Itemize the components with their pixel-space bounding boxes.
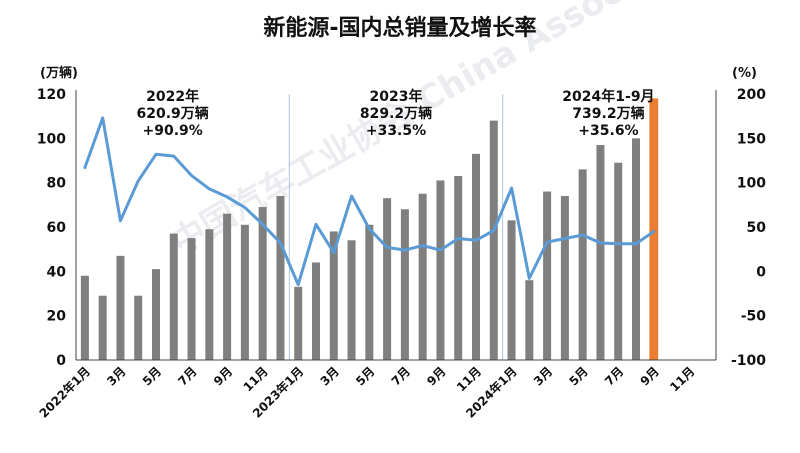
- bar: [400, 209, 409, 360]
- bar: [472, 153, 480, 360]
- y-right-tick-label: 150: [737, 131, 766, 147]
- bar: [543, 191, 552, 360]
- x-tick-label: 11月: [667, 364, 697, 394]
- x-tick-label: 5月: [566, 364, 590, 388]
- bar: [205, 229, 214, 360]
- bar: [169, 233, 178, 360]
- bar: [596, 144, 605, 360]
- x-tick-label: 5月: [353, 364, 377, 388]
- x-tick-label: 7月: [175, 364, 199, 388]
- bar: [187, 238, 196, 360]
- x-tick-label: 7月: [389, 364, 413, 388]
- y-right-tick-label: 50: [747, 220, 767, 236]
- bar: [649, 98, 659, 360]
- y-right-tick-label: -50: [741, 309, 767, 325]
- x-tick-label: 3月: [104, 364, 128, 388]
- annotation-text: 2023年: [370, 88, 423, 105]
- y-left-tick-label: 100: [37, 131, 66, 147]
- bar: [240, 224, 249, 360]
- annotation-text: +35.6%: [578, 123, 638, 139]
- y-left-tick-label: 0: [56, 353, 66, 369]
- y-right-tick-label: 100: [737, 176, 766, 192]
- bar: [507, 220, 516, 360]
- bar: [489, 120, 498, 360]
- bar: [312, 262, 320, 360]
- line-group: [83, 116, 656, 287]
- y-right-tick-label: -100: [731, 353, 766, 369]
- x-tick-label: 9月: [211, 364, 235, 388]
- bar: [258, 207, 267, 360]
- x-tick-label: 11月: [241, 364, 271, 394]
- annotation-text: 829.2万辆: [360, 105, 432, 122]
- bar: [276, 195, 285, 360]
- bar: [418, 193, 427, 360]
- bar: [134, 295, 143, 360]
- bar: [294, 286, 303, 360]
- annotation-text: 739.2万辆: [572, 105, 644, 122]
- x-tick-label: 3月: [318, 364, 342, 388]
- y-right-tick-label: 200: [737, 87, 766, 103]
- bar: [329, 231, 338, 360]
- bar: [347, 240, 356, 360]
- chart-title: 新能源-国内总销量及增长率: [263, 15, 536, 41]
- bar: [365, 224, 374, 360]
- bar: [436, 180, 445, 360]
- x-tick-label: 11月: [454, 364, 484, 394]
- bar: [525, 280, 534, 360]
- year-separators: [288, 94, 504, 360]
- bar: [383, 198, 392, 360]
- annotation-text: +33.5%: [366, 123, 426, 139]
- bar: [223, 213, 232, 360]
- y-left-tick-label: 120: [37, 87, 66, 103]
- x-tick-label: 3月: [531, 364, 555, 388]
- annotation-text: 620.9万辆: [137, 105, 209, 122]
- y-left-tick-label: 60: [47, 220, 67, 236]
- y-left-tick-label: 20: [47, 309, 67, 325]
- bar: [578, 169, 587, 360]
- bar: [80, 275, 89, 360]
- y-right-tick-label: 0: [756, 264, 766, 280]
- bar: [454, 176, 463, 360]
- bar: [152, 269, 160, 360]
- x-tick-label: 7月: [602, 364, 626, 388]
- y-right-unit: (%): [732, 66, 757, 81]
- bar: [98, 295, 107, 360]
- bar: [116, 255, 125, 360]
- annotation-text: +90.9%: [143, 123, 203, 139]
- annotation-text: 2022年: [146, 88, 199, 105]
- x-tick-label: 2022年1月: [36, 364, 93, 421]
- y-left-tick-label: 40: [47, 264, 67, 280]
- y-left-unit: (万辆): [40, 65, 78, 81]
- x-tick-label: 9月: [638, 364, 662, 388]
- y-left-tick-label: 80: [47, 176, 67, 192]
- bar: [632, 138, 640, 360]
- bars-group: [80, 98, 659, 360]
- annotation-text: 2024年1-9月: [562, 88, 654, 105]
- x-tick-label: 5月: [140, 364, 164, 388]
- bar: [560, 195, 569, 360]
- x-tick-label: 9月: [424, 364, 448, 388]
- bar: [614, 162, 623, 360]
